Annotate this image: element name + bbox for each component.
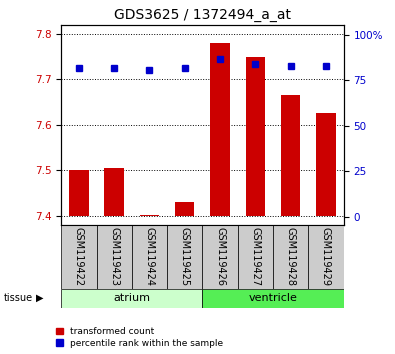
Bar [202, 225, 238, 289]
Bar [69, 170, 88, 216]
Bar [211, 43, 230, 216]
Text: GSM119424: GSM119424 [145, 227, 154, 286]
Bar [202, 289, 344, 308]
Text: GSM119426: GSM119426 [215, 227, 225, 286]
Bar [308, 225, 344, 289]
Bar [96, 225, 132, 289]
Bar [281, 95, 301, 216]
Bar [167, 225, 202, 289]
Bar [132, 225, 167, 289]
Bar [140, 215, 159, 216]
Text: GSM119428: GSM119428 [286, 227, 296, 286]
Text: atrium: atrium [113, 293, 150, 303]
Bar [273, 225, 308, 289]
Text: GSM119425: GSM119425 [180, 227, 190, 286]
Text: tissue: tissue [4, 293, 33, 303]
Bar [316, 113, 336, 216]
Text: ventricle: ventricle [248, 293, 297, 303]
Text: GSM119427: GSM119427 [250, 227, 260, 286]
Text: GSM119423: GSM119423 [109, 227, 119, 286]
Legend: transformed count, percentile rank within the sample: transformed count, percentile rank withi… [56, 327, 224, 348]
Title: GDS3625 / 1372494_a_at: GDS3625 / 1372494_a_at [114, 8, 291, 22]
Bar [175, 202, 194, 216]
Bar [61, 225, 96, 289]
Bar [104, 169, 124, 216]
Text: GSM119429: GSM119429 [321, 227, 331, 286]
Text: GSM119422: GSM119422 [74, 227, 84, 286]
Text: ▶: ▶ [36, 293, 43, 303]
Bar [238, 225, 273, 289]
Bar [246, 57, 265, 216]
Bar [61, 289, 202, 308]
